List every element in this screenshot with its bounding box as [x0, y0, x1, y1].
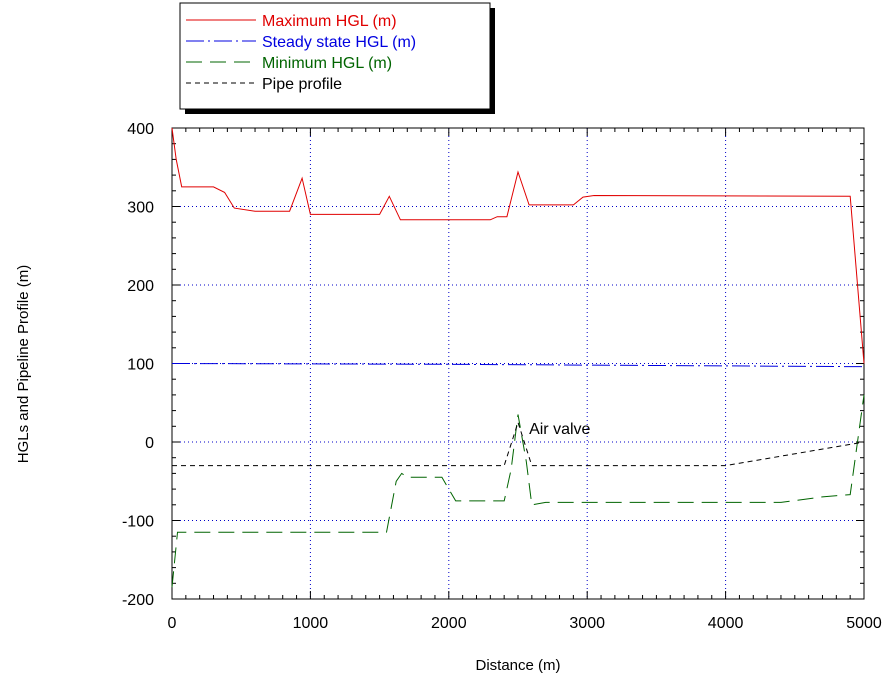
- legend-label-minimum-hgl: Minimum HGL (m): [262, 55, 392, 72]
- legend: Maximum HGL (m) Steady state HGL (m) Minim…: [179, 2, 495, 114]
- y-tick-labels: -200 -100 0 100 200 300 400: [122, 121, 154, 609]
- series-line-pipe-profile: [172, 420, 865, 467]
- y-tick-label: 100: [127, 357, 154, 374]
- x-tick-label: 4000: [708, 615, 744, 632]
- x-tick-labels: 0 1000 2000 3000 4000 5000: [168, 615, 882, 632]
- series-layer: [171, 127, 865, 588]
- x-axis-title: Distance (m): [475, 657, 560, 674]
- legend-label-maximum-hgl: Maximum HGL (m): [262, 13, 397, 30]
- y-tick-label: 300: [127, 200, 154, 217]
- x-tick-label: 1000: [293, 615, 329, 632]
- legend-label-pipe-profile: Pipe profile: [262, 76, 342, 93]
- x-tick-label: 2000: [431, 615, 467, 632]
- series-line-steady-state-hgl: [171, 363, 864, 368]
- series-line-minimum-hgl: [171, 394, 865, 588]
- air-valve-annotation: Air valve: [529, 421, 590, 438]
- legend-box: [179, 2, 491, 110]
- legend-label-steady-state-hgl: Steady state HGL (m): [262, 34, 416, 51]
- x-tick-label: 0: [168, 615, 177, 632]
- y-tick-label: 0: [145, 435, 154, 452]
- y-axis-title: HGLs and Pipeline Profile (m): [15, 265, 32, 463]
- x-tick-label: 5000: [846, 615, 882, 632]
- x-tick-label: 3000: [569, 615, 605, 632]
- y-tick-label: 400: [127, 121, 154, 138]
- plot-area: [171, 127, 865, 600]
- y-tick-label: -200: [122, 592, 154, 609]
- gridlines: [172, 128, 864, 599]
- y-tick-label: 200: [127, 278, 154, 295]
- y-tick-label: -100: [122, 514, 154, 531]
- series-line-maximum-hgl: [171, 127, 865, 364]
